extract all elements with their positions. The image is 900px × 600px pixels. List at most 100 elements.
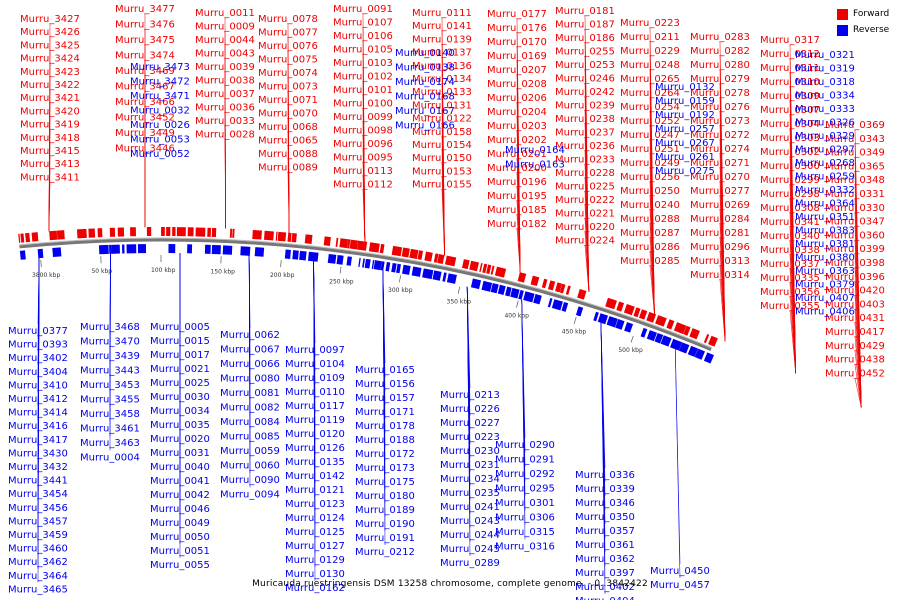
gene-label: Murru_0270	[690, 172, 750, 183]
forward-feature	[633, 307, 641, 318]
reverse-feature	[518, 289, 524, 300]
legend-reverse: Reverse	[837, 22, 889, 38]
tick-label: 350 kbp	[447, 299, 472, 306]
gene-label: Murru_0292	[495, 469, 555, 480]
gene-label: Murru_0383	[795, 226, 855, 237]
gene-label: Murru_0381	[795, 239, 855, 250]
gene-label: Murru_0317	[760, 35, 820, 46]
tick-mark	[40, 259, 42, 268]
gene-label: Murru_0330	[825, 203, 885, 214]
forward-feature	[229, 228, 233, 238]
reverse-feature	[292, 250, 299, 260]
gene-label: Murru_3472	[130, 77, 190, 88]
reverse-feature	[432, 270, 442, 281]
forward-feature	[117, 227, 125, 237]
gene-label: Murru_0304	[760, 119, 820, 130]
gene-label: Murru_0230	[440, 446, 500, 457]
gene-label: Murru_0021	[150, 364, 210, 375]
gene-label: Murru_0182	[487, 219, 547, 230]
gene-label: Murru_0241	[440, 502, 500, 513]
forward-feature	[494, 266, 507, 278]
gene-label: Murru_0071	[258, 95, 318, 106]
gene-label: Murru_0272	[690, 130, 750, 141]
reverse-feature	[490, 283, 499, 294]
gene-label: Murru_0117	[285, 401, 345, 412]
gene-label: Murru_0055	[150, 560, 210, 571]
gene-label: Murru_0417	[825, 327, 885, 338]
reverse-feature	[561, 302, 569, 312]
forward-feature	[166, 227, 171, 237]
gene-label: Murru_3419	[20, 120, 80, 131]
gene-label: Murru_3413	[20, 159, 80, 170]
gene-label: Murru_0226	[440, 404, 500, 415]
reverse-feature	[364, 258, 371, 269]
position-ticks: 3800 kbp 50 kbp 100 kbp 150 kbp 200 kbp 250 k…	[32, 255, 643, 354]
forward-feature	[666, 319, 675, 330]
forward-feature	[559, 283, 566, 294]
gene-label: Murru_0035	[150, 420, 210, 431]
forward-feature	[547, 280, 556, 291]
gene-label: Murru_3461	[80, 424, 140, 435]
gene-label: Murru_0349	[825, 148, 885, 159]
legend-reverse-label: Reverse	[853, 25, 890, 35]
tick-label: 250 kbp	[329, 278, 354, 285]
gene-label: Murru_0046	[150, 504, 210, 515]
gene-label: Murru_0311	[760, 63, 820, 74]
tick-label: 50 kbp	[91, 268, 112, 275]
gene-label: Murru_0251	[620, 144, 680, 155]
forward-feature	[486, 264, 492, 275]
gene-leader-line	[382, 270, 386, 546]
gene-label: Murru_0252	[620, 116, 680, 127]
gene-label: Murru_0221	[555, 209, 615, 220]
gene-label: Murru_0066	[220, 359, 280, 370]
reverse-feature	[52, 247, 62, 258]
forward-feature	[172, 227, 176, 237]
forward-feature	[195, 227, 206, 237]
legend-forward-label: Forward	[853, 9, 890, 19]
gene-label: Murru_3477	[115, 4, 175, 15]
gene-label: Murru_0356	[760, 287, 820, 298]
gene-label: Murru_0059	[220, 446, 280, 457]
gene-label: Murru_0259	[795, 172, 855, 183]
forward-feature	[264, 230, 274, 241]
gene-label: Murru_0242	[555, 87, 615, 98]
gene-label: Murru_0302	[760, 147, 820, 158]
forward-feature	[433, 253, 439, 263]
gene-label: Murru_3430	[8, 448, 68, 459]
gene-label: Murru_0235	[440, 488, 500, 499]
reverse-feature	[121, 244, 125, 254]
gene-label: Murru_0206	[487, 93, 547, 104]
gene-label: Murru_0224	[555, 236, 615, 247]
forward-feature	[655, 315, 667, 327]
gene-label: Murru_0364	[795, 199, 855, 210]
tick-mark	[573, 317, 577, 324]
gene-label: Murru_0159	[655, 96, 715, 107]
gene-label: Murru_0288	[620, 214, 680, 225]
reverse-feature	[703, 352, 714, 364]
gene-label: Murru_0438	[825, 355, 885, 366]
reverse-feature	[646, 330, 657, 342]
reverse-feature	[497, 284, 506, 295]
gene-label: Murru_0231	[440, 460, 500, 471]
reverse-feature	[551, 299, 563, 311]
reverse-feature	[678, 342, 690, 354]
gene-label: Murru_3452	[115, 113, 175, 124]
gene-label: Murru_0111	[412, 8, 472, 19]
gene-label: Murru_0090	[220, 475, 280, 486]
gene-label: Murru_0313	[690, 256, 750, 267]
gene-label: Murru_0202	[487, 135, 547, 146]
gene-label: Murru_0162	[285, 583, 345, 594]
gene-label: Murru_0379	[795, 280, 855, 291]
gene-label: Murru_0343	[825, 134, 885, 145]
gene-label: Murru_0399	[825, 244, 885, 255]
forward-feature	[673, 322, 687, 335]
gene-label: Murru_0329	[795, 131, 855, 142]
forward-feature	[88, 228, 96, 238]
forward-feature	[490, 265, 495, 275]
reverse-feature	[470, 278, 482, 290]
gene-label: Murru_0163	[505, 160, 565, 171]
gene-leader-line	[854, 378, 862, 408]
forward-feature	[482, 263, 488, 274]
gene-label: Murru_0103	[333, 58, 393, 69]
